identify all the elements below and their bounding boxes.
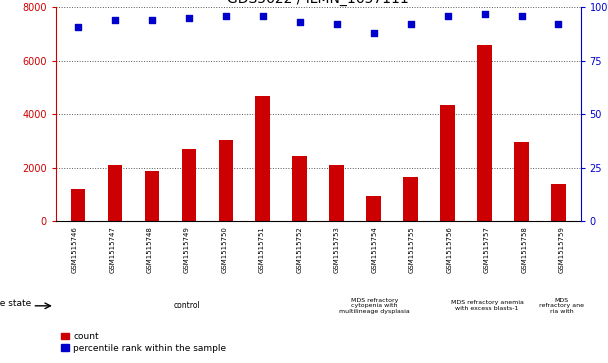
Text: MDS refractory anemia
with excess blasts-1: MDS refractory anemia with excess blasts…: [451, 301, 523, 311]
Legend: count, percentile rank within the sample: count, percentile rank within the sample: [60, 331, 227, 354]
Bar: [71, 189, 86, 221]
Text: GSM1515759: GSM1515759: [559, 227, 565, 273]
Bar: [108, 165, 122, 221]
Title: GDS5622 / ILMN_1657111: GDS5622 / ILMN_1657111: [227, 0, 409, 6]
Point: [443, 13, 452, 19]
Text: GSM1515757: GSM1515757: [484, 227, 490, 273]
Text: GSM1515758: GSM1515758: [522, 227, 527, 273]
Bar: [477, 45, 492, 221]
Point: [295, 19, 305, 25]
Text: GSM1515751: GSM1515751: [259, 227, 265, 273]
Point: [332, 21, 342, 27]
Point: [517, 13, 527, 19]
Bar: [551, 184, 566, 221]
Point: [110, 17, 120, 23]
Bar: [218, 140, 233, 221]
Bar: [145, 171, 159, 221]
Point: [406, 21, 415, 27]
Text: GSM1515748: GSM1515748: [147, 227, 153, 273]
Point: [73, 24, 83, 29]
Point: [554, 21, 564, 27]
Bar: [403, 177, 418, 221]
Text: GSM1515754: GSM1515754: [371, 227, 378, 273]
Text: MDS refractory
cytopenia with
multilineage dysplasia: MDS refractory cytopenia with multilinea…: [339, 298, 410, 314]
Point: [147, 17, 157, 23]
Bar: [440, 105, 455, 221]
Bar: [182, 149, 196, 221]
Bar: [292, 156, 307, 221]
Text: MDS
refractory ane
ria with: MDS refractory ane ria with: [539, 298, 584, 314]
Point: [221, 13, 231, 19]
Text: GSM1515756: GSM1515756: [446, 227, 452, 273]
Text: GSM1515746: GSM1515746: [72, 227, 78, 273]
Point: [480, 11, 489, 17]
Bar: [255, 95, 270, 221]
Text: GSM1515755: GSM1515755: [409, 227, 415, 273]
Bar: [330, 165, 344, 221]
Text: GSM1515749: GSM1515749: [184, 227, 190, 273]
Text: GSM1515747: GSM1515747: [109, 227, 115, 273]
Bar: [367, 196, 381, 221]
Point: [369, 30, 379, 36]
Text: GSM1515752: GSM1515752: [297, 227, 303, 273]
Text: control: control: [174, 301, 201, 310]
Text: GSM1515753: GSM1515753: [334, 227, 340, 273]
Text: disease state: disease state: [0, 299, 31, 308]
Bar: [514, 142, 529, 221]
Text: GSM1515750: GSM1515750: [221, 227, 227, 273]
Point: [258, 13, 268, 19]
Point: [184, 15, 194, 21]
